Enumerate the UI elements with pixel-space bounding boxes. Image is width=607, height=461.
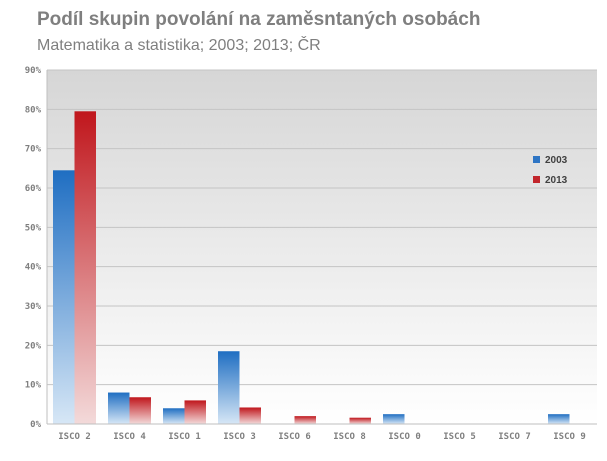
legend: 2003 2013: [533, 155, 568, 186]
bar-2013-isco-4: [129, 397, 151, 424]
bar-2013-isco-2: [74, 111, 96, 425]
bar-2013-isco-3: [239, 407, 261, 424]
bar-2003-isco-1: [163, 408, 185, 424]
x-tick-label: ISCO 8: [333, 432, 366, 442]
x-tick-label: ISCO 2: [58, 432, 91, 442]
x-tick-label: ISCO 4: [113, 432, 146, 442]
plot-area: [47, 70, 597, 424]
x-tick-label: ISCO 6: [278, 432, 311, 442]
x-tick-label: ISCO 5: [443, 432, 476, 442]
y-tick-label: 20%: [25, 341, 42, 351]
x-tick-label: ISCO 0: [388, 432, 421, 442]
bar-2003-isco-9: [548, 414, 570, 424]
y-tick-label: 10%: [25, 381, 42, 391]
bar-2003-isco-2: [53, 170, 75, 424]
x-tick-label: ISCO 3: [223, 432, 256, 442]
y-tick-label: 0%: [30, 420, 41, 430]
x-tick-label: ISCO 9: [553, 432, 586, 442]
legend-label-2013: 2013: [545, 175, 568, 186]
y-tick-label: 60%: [25, 184, 42, 194]
chart-title: Podíl skupin povolání na zaměsntaných os…: [37, 9, 481, 30]
legend-label-2003: 2003: [545, 155, 568, 166]
x-tick-label: ISCO 7: [498, 432, 531, 442]
bar-2003-isco-4: [108, 392, 130, 424]
y-tick-label: 90%: [25, 66, 42, 76]
chart-subtitle: Matematika a statistika; 2003; 2013; ČR: [37, 37, 321, 54]
legend-swatch-2003: [533, 156, 540, 163]
y-tick-label: 30%: [25, 302, 42, 312]
y-tick-label: 80%: [25, 105, 42, 115]
bar-2013-isco-6: [294, 416, 316, 424]
bar-2003-isco-0: [383, 414, 405, 424]
y-tick-label: 50%: [25, 223, 42, 233]
x-tick-label: ISCO 1: [168, 432, 201, 442]
y-tick-label: 70%: [25, 145, 42, 155]
bar-2013-isco-8: [349, 417, 371, 424]
bar-2003-isco-3: [218, 351, 240, 424]
legend-swatch-2013: [533, 176, 540, 183]
y-tick-label: 40%: [25, 263, 42, 273]
bar-2013-isco-1: [184, 400, 206, 424]
